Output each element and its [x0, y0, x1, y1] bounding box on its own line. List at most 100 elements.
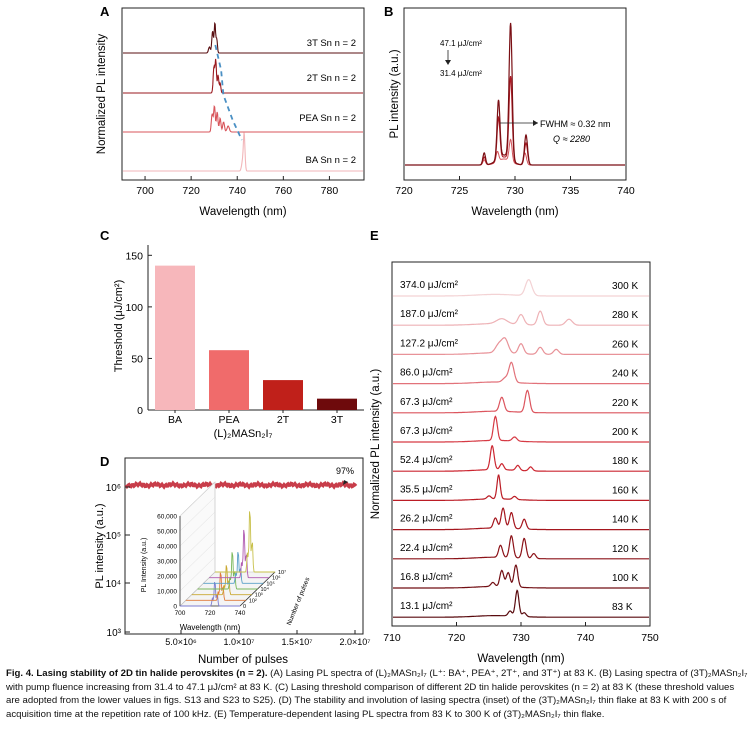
fluence-label: 13.1 μJ/cm²	[400, 601, 453, 612]
xtick-label: 740	[617, 185, 635, 197]
inset-ztick-label: 10⁷	[278, 569, 286, 576]
inset-ytick-label: 0	[173, 604, 177, 611]
panel-a-frame	[121, 7, 365, 181]
fluence-label: 86.0 μJ/cm²	[400, 368, 453, 379]
fluence-label: 127.2 μJ/cm²	[400, 338, 459, 349]
xtick-label: 740	[228, 185, 246, 197]
fluence-bottom-label: 31.4 μJ/cm²	[440, 69, 482, 78]
xtick-label: 1.0×10⁷	[223, 637, 254, 647]
temperature-label: 140 K	[612, 515, 638, 526]
xtick-label: 710	[383, 632, 401, 644]
ytick-label: 150	[125, 250, 143, 262]
inset-spectrum	[191, 565, 252, 596]
fluence-label: 67.3 μJ/cm²	[400, 426, 453, 437]
inset-spectrum	[203, 551, 264, 584]
panel-c-bars	[155, 265, 357, 410]
trace-pea	[123, 105, 363, 133]
ytick-label: 10³	[107, 628, 122, 639]
ytick-label: 100	[125, 302, 143, 314]
temperature-spectrum	[393, 361, 649, 385]
q-label: Q ≈ 2280	[553, 134, 590, 144]
bar-2t	[263, 380, 303, 410]
fluence-label: 67.3 μJ/cm²	[400, 397, 453, 408]
panel-a-letter: A	[100, 4, 110, 19]
xtick-label: 780	[321, 185, 339, 197]
category-label-pea: PEA	[218, 414, 239, 426]
ytick-label: 10⁴	[106, 579, 121, 590]
inset-gridline	[179, 481, 216, 517]
caption-title: Fig. 4. Lasing stability of 2D tin halid…	[6, 668, 268, 679]
panel-e-ylabel: Normalized PL intensity (a.u.)	[370, 369, 382, 520]
trend-dashed-line	[214, 44, 243, 141]
inset-ztick-label: 10⁵	[266, 580, 274, 587]
inset-gridline	[179, 526, 216, 562]
spectrum-high	[405, 22, 625, 166]
fwhm-arrowhead	[533, 120, 538, 126]
inset-zlabel: Number of pulses	[286, 576, 312, 627]
inset-spectrum	[215, 511, 275, 573]
panel-d-ylabel: PL intensity (a.u.)	[94, 503, 106, 588]
inset-ztick-label: 10⁴	[261, 586, 270, 593]
temperature-spectrum	[393, 279, 649, 297]
inset-xlabel: Wavelength (nm)	[180, 623, 241, 632]
inset-xtick-label: 700	[175, 610, 186, 617]
panel-b: B 47.1 μJ/cm² 31.4 μJ/cm² FWHM ≈ 0.32 nm…	[384, 4, 635, 218]
panel-a-labels: 3T Sn n = 2 2T Sn n = 2 PEA Sn n = 2 BA …	[299, 38, 356, 166]
fluence-label: 374.0 μJ/cm²	[400, 280, 459, 291]
xtick-label: 700	[136, 185, 154, 197]
ytick-label: 50	[131, 353, 143, 365]
inset-ztick-label: 10⁶	[272, 575, 280, 582]
bar-ba	[155, 265, 195, 410]
inset-ytick-label: 30,000	[157, 559, 177, 566]
panel-c-ylabel: Threshold (μJ/cm²)	[113, 280, 125, 373]
fluence-label: 52.4 μJ/cm²	[400, 455, 453, 466]
panel-d-frame	[124, 457, 364, 635]
temperature-spectrum	[393, 589, 649, 618]
xtick-label: 720	[182, 185, 200, 197]
fluence-arrowhead	[445, 60, 451, 65]
panel-b-ylabel: PL intensity (a.u.)	[389, 49, 401, 138]
xtick-label: 730	[506, 185, 524, 197]
inset-gridline	[179, 496, 216, 532]
panel-e-rows: 374.0 μJ/cm² 300 K 187.0 μJ/cm² 280 K 127.2 …	[393, 279, 649, 618]
inset-ztick-label: 10²	[249, 598, 257, 604]
xtick-label: 735	[562, 185, 580, 197]
temperature-spectrum	[393, 310, 649, 326]
fluence-top-label: 47.1 μJ/cm²	[440, 39, 482, 48]
category-label-ba: BA	[168, 414, 182, 426]
panel-e-xticks: 710 720 730 740 750	[383, 622, 659, 644]
figure-canvas: A 3T Sn n = 2 2T Sn n = 2 PEA Sn n = 2 B…	[94, 4, 659, 666]
panel-b-xticks: 720 725 730 735 740	[395, 176, 635, 197]
fwhm-label: FWHM ≈ 0.32 nm	[540, 119, 610, 129]
category-label-2t: 2T	[277, 414, 290, 426]
panel-a: A 3T Sn n = 2 2T Sn n = 2 PEA Sn n = 2 B…	[96, 4, 365, 218]
trace-label-ba: BA Sn n = 2	[306, 155, 356, 166]
panel-a-traces	[123, 21, 363, 172]
xtick-label: 2.0×10⁷	[339, 637, 370, 647]
xtick-label: 750	[641, 632, 659, 644]
temperature-spectrum	[393, 337, 649, 355]
panel-b-frame	[403, 7, 627, 181]
panel-d-letter: D	[100, 454, 109, 469]
xtick-label: 720	[395, 185, 413, 197]
fluence-label: 26.2 μJ/cm²	[400, 514, 453, 525]
inset-spectrum	[197, 552, 258, 590]
panel-a-xlabel: Wavelength (nm)	[199, 206, 286, 218]
stability-trace	[124, 480, 358, 490]
xtick-label: 725	[451, 185, 469, 197]
temperature-spectrum	[393, 535, 649, 560]
panel-b-letter: B	[384, 4, 393, 19]
fluence-label: 35.5 μJ/cm²	[400, 484, 453, 495]
panel-c-xlabel: (L)₂MASn₂I₇	[214, 428, 273, 440]
inset-ylabel: PL Intensity (a.u.)	[141, 538, 148, 593]
inset-ytick-label: 60,000	[157, 514, 177, 521]
panel-e-xlabel: Wavelength (nm)	[477, 653, 564, 665]
temperature-spectrum	[393, 389, 649, 414]
inset-spectrum	[185, 572, 246, 601]
xtick-label: 740	[577, 632, 595, 644]
ytick-label: 0	[137, 405, 143, 417]
temperature-label: 280 K	[612, 310, 638, 321]
temperature-spectrum	[393, 507, 649, 531]
temperature-label: 220 K	[612, 398, 638, 409]
